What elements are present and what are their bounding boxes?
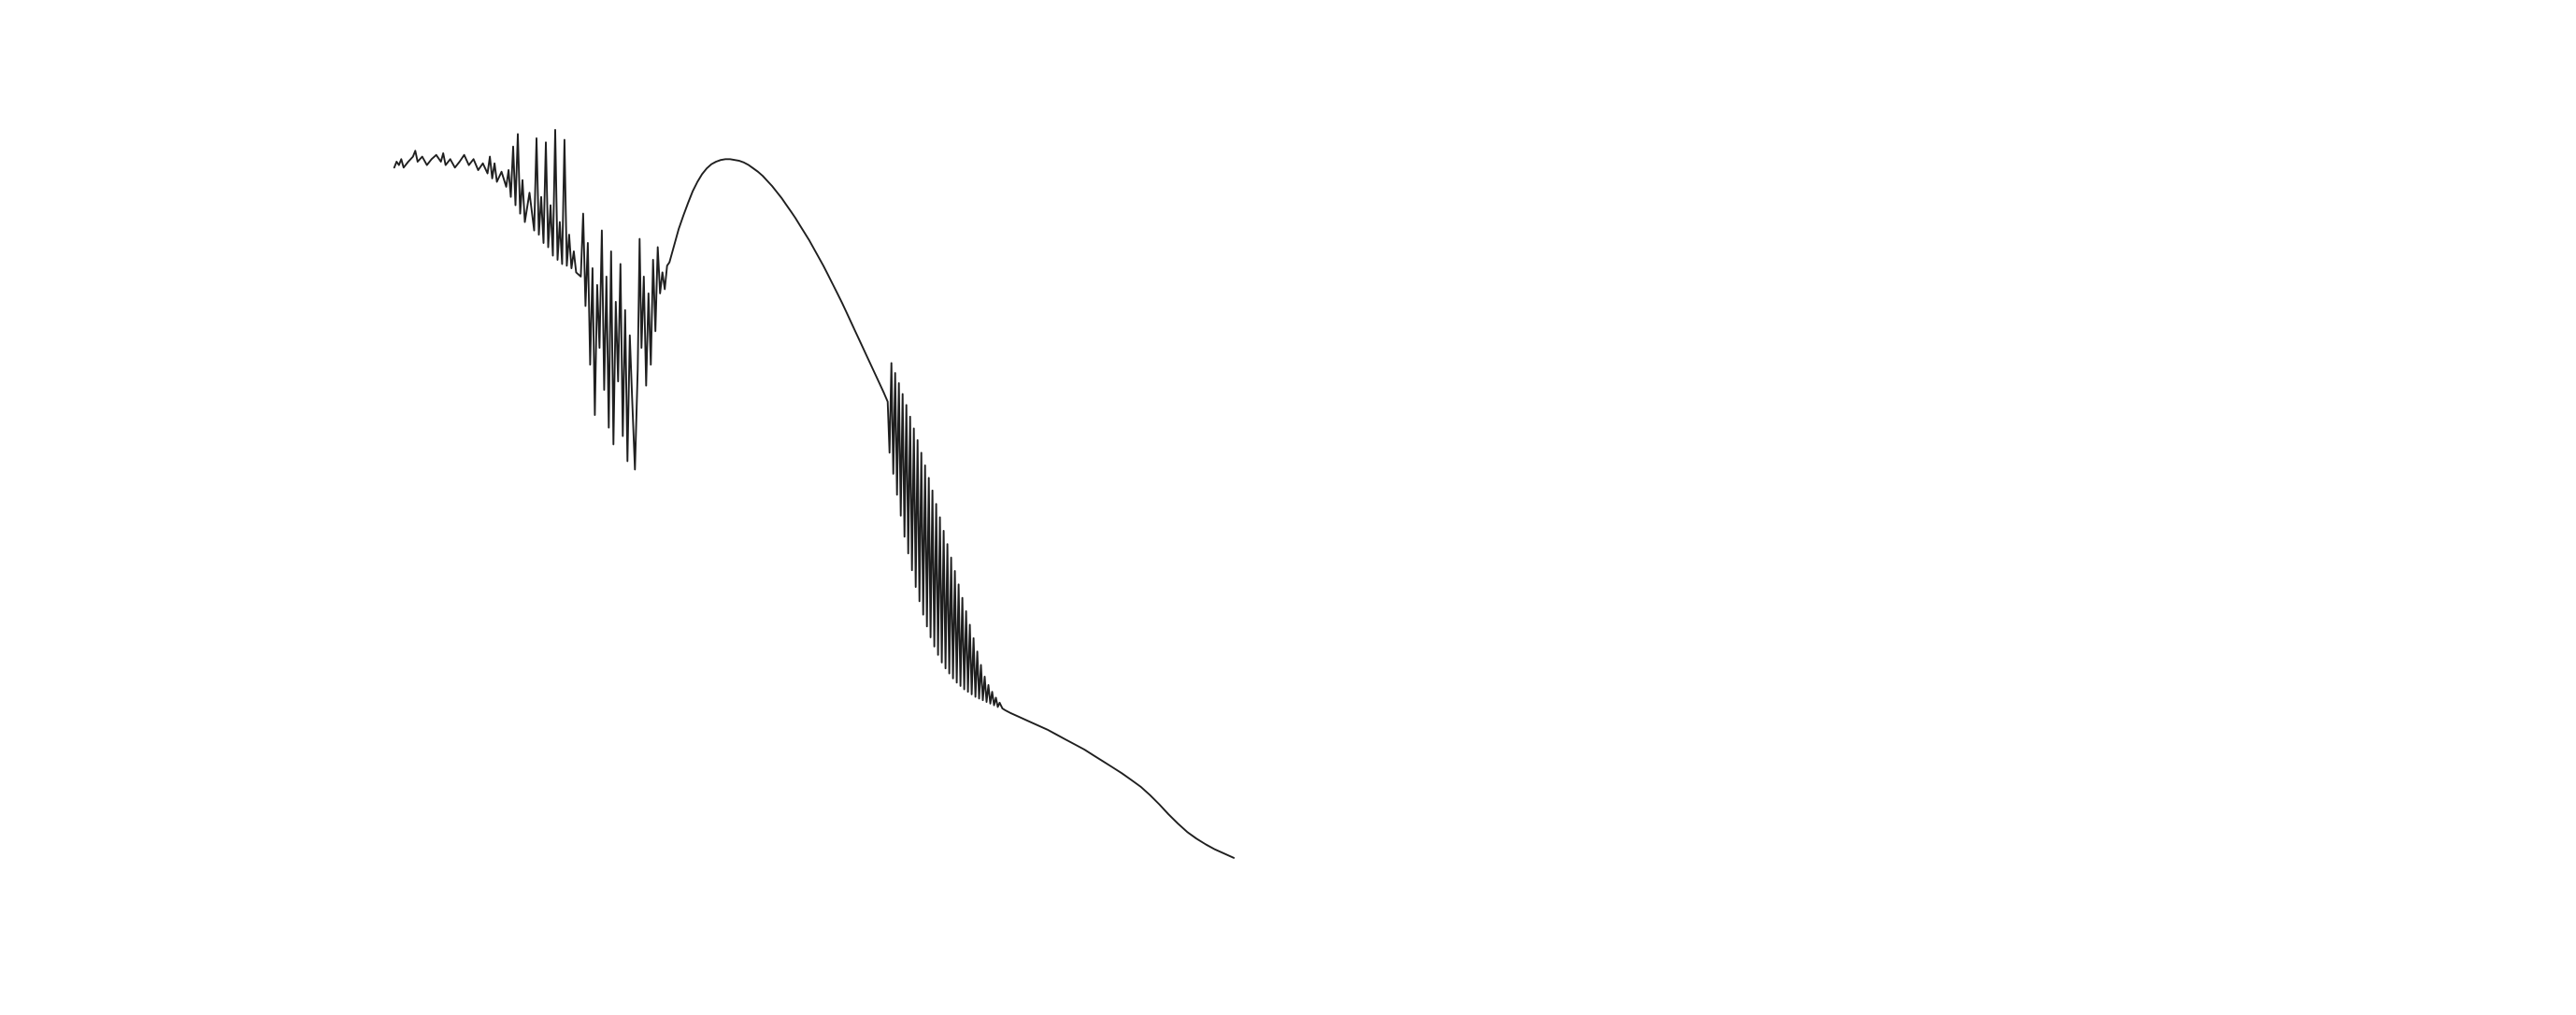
panel-a-plot (264, 79, 1235, 868)
panel-a (264, 79, 1235, 868)
absorption-curve (393, 128, 1235, 859)
plot-area-a (264, 79, 1234, 868)
panel-b (1309, 0, 2576, 1015)
panel-b-plot (1309, 0, 2576, 1015)
